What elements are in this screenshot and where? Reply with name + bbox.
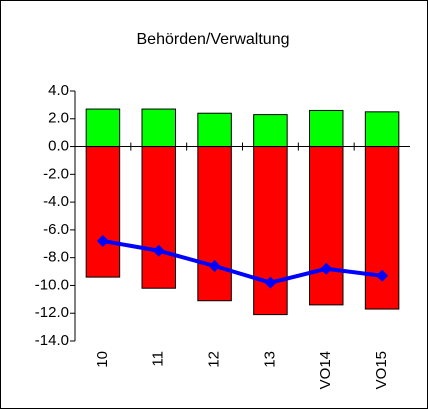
bar — [253, 146, 288, 316]
x-tick-label: 10 — [94, 351, 111, 368]
y-tick-label: -8.0 — [43, 249, 69, 266]
line — [102, 239, 383, 285]
y-tick-label: 4.0 — [48, 82, 69, 99]
bar — [85, 108, 121, 148]
bar — [253, 114, 288, 148]
y-tick-label: -10.0 — [35, 276, 69, 293]
x-tick-label: VO15 — [373, 351, 390, 389]
bar — [197, 112, 232, 148]
y-tick-label: 2.0 — [48, 110, 69, 127]
x-tick-label: 12 — [206, 351, 223, 368]
bar — [364, 111, 400, 148]
y-tick-label: -2.0 — [43, 165, 69, 182]
x-tick-label: VO14 — [317, 351, 334, 389]
x-tick-label: 11 — [150, 351, 167, 367]
chart-title: Behörden/Verwaltung — [137, 31, 290, 48]
line-marker — [208, 260, 221, 272]
bar — [197, 146, 232, 302]
y-tick-label: 0.0 — [48, 138, 69, 155]
bar — [141, 108, 176, 148]
x-tick-label: 13 — [261, 351, 278, 368]
line-marker — [96, 235, 109, 247]
bar — [141, 146, 176, 289]
bar — [85, 146, 121, 278]
line-marker — [376, 269, 389, 282]
bar — [309, 146, 344, 306]
y-tick-label: -14.0 — [35, 332, 69, 349]
line-marker — [152, 244, 165, 257]
y-tick-label: -12.0 — [35, 304, 69, 321]
line-marker — [264, 276, 277, 289]
bar — [364, 146, 400, 310]
y-tick-label: -4.0 — [43, 193, 69, 210]
line-marker — [320, 262, 333, 275]
y-tick-label: -6.0 — [43, 221, 69, 238]
bar — [309, 109, 344, 148]
